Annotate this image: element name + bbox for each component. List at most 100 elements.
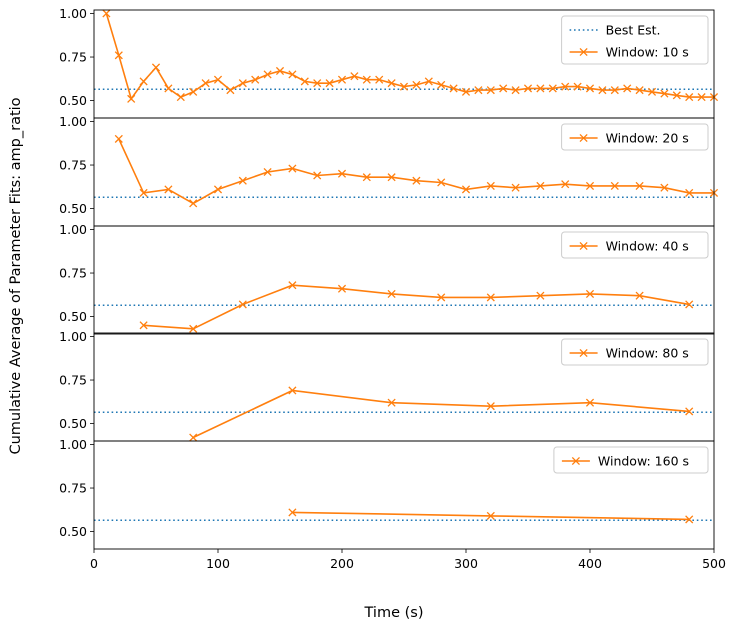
data-point-marker [238, 176, 247, 185]
data-point-marker [437, 293, 446, 302]
data-point-marker [164, 185, 173, 194]
data-point-marker [424, 77, 433, 86]
data-point-marker [201, 79, 210, 88]
data-point-marker [486, 293, 495, 302]
y-tick-label: 0.50 [59, 309, 87, 324]
data-point-marker [635, 291, 644, 300]
data-point-marker [288, 70, 297, 79]
data-point-marker [114, 134, 123, 143]
data-point-marker [362, 173, 371, 182]
data-point-marker [610, 181, 619, 190]
legend-box [561, 15, 709, 65]
data-point-marker [288, 386, 297, 395]
data-point-marker [585, 398, 595, 407]
panel-5: 0.50 0.75 1.00 Window: 160 s 0 100 200 300 400 50… [59, 437, 726, 571]
data-point-marker [697, 93, 706, 102]
legend-series-marker [579, 47, 588, 57]
y-tick-label: 0.50 [59, 93, 87, 108]
data-point-marker [412, 80, 421, 89]
data-point-marker [561, 180, 570, 189]
y-tick-label: 1.00 [59, 329, 87, 344]
data-point-marker [164, 84, 173, 93]
data-point-marker [139, 188, 148, 197]
data-point-marker [288, 508, 297, 517]
data-point-marker [412, 176, 421, 185]
data-point-marker [238, 300, 247, 309]
data-point-marker [449, 84, 458, 93]
data-point-marker [536, 84, 545, 93]
data-point-marker [387, 289, 396, 298]
data-point-marker [213, 185, 223, 194]
data-point-marker [486, 86, 495, 95]
data-point-marker [238, 79, 247, 88]
data-point-marker [647, 87, 657, 96]
legend-box [561, 231, 709, 259]
data-point-marker [635, 86, 644, 95]
data-point-marker [275, 66, 285, 76]
data-point-marker [102, 9, 111, 18]
data-point-marker [350, 72, 359, 81]
data-point-marker [213, 75, 223, 84]
data-point-marker [474, 86, 483, 95]
legend-series-label: Window: 40 s [606, 239, 689, 254]
x-tick-label: 200 [330, 556, 354, 571]
data-point-marker [375, 75, 384, 84]
data-point-marker [387, 173, 396, 182]
y-axis-label: Cumulative Average of Parameter Fits: am… [8, 97, 24, 454]
axes-frame [93, 440, 715, 550]
data-point-marker [437, 178, 446, 187]
legend-series-label: Window: 80 s [606, 346, 689, 361]
data-point-marker [561, 82, 570, 91]
data-point-marker [263, 70, 272, 79]
data-point-marker [635, 181, 644, 190]
panel-4: 0.50 0.75 1.00 Window: 80 s [59, 329, 715, 442]
data-point-marker [151, 63, 161, 72]
x-tick-label: 400 [578, 556, 602, 571]
y-tick-label: 1.00 [59, 114, 87, 129]
legend-series-label: Window: 20 s [606, 131, 689, 146]
legend: Window: 160 s [553, 446, 709, 474]
panel-1: 0.50 0.75 1.00 Best Est. Window: 10 s [59, 6, 719, 119]
legend: Window: 80 s [561, 338, 709, 366]
data-point-marker [337, 284, 347, 293]
data-point-marker [127, 94, 136, 103]
panel-3: 0.50 0.75 1.00 Window: 40 s [59, 222, 715, 335]
x-axis-label: Time (s) [364, 605, 424, 621]
data-point-marker [399, 82, 409, 91]
data-point-marker [585, 181, 595, 190]
legend: Best Est. Window: 10 s [561, 15, 709, 65]
data-point-marker [523, 84, 533, 93]
legend-series-marker [579, 133, 588, 143]
x-tick-label: 300 [454, 556, 478, 571]
data-point-marker [499, 84, 508, 93]
legend: Window: 20 s [561, 123, 709, 151]
data-point-marker [337, 169, 347, 178]
data-point-marker [685, 188, 694, 197]
data-point-marker [548, 84, 557, 93]
panels: 0.50 0.75 1.00 Best Est. Window: 10 s 0.50 0.7… [59, 6, 726, 571]
data-point-marker [387, 79, 396, 88]
data-point-marker [672, 91, 681, 100]
y-tick-label: 0.75 [59, 481, 87, 496]
y-tick-label: 1.00 [59, 222, 87, 237]
data-point-marker [660, 183, 669, 192]
axes-frame [93, 225, 715, 335]
data-point-marker [486, 511, 495, 520]
data-point-marker [511, 86, 520, 95]
data-point-marker [337, 75, 347, 84]
data-point-marker [685, 407, 694, 416]
data-point-marker [362, 75, 371, 84]
y-tick-label: 0.50 [59, 201, 87, 216]
data-point-marker [437, 80, 446, 89]
data-point-marker [189, 324, 198, 333]
data-point-marker [685, 300, 694, 309]
data-point-marker [685, 515, 694, 524]
data-point-marker [313, 79, 322, 88]
data-point-marker [189, 87, 198, 96]
data-point-marker [610, 86, 619, 95]
y-tick-label: 0.75 [59, 50, 87, 65]
data-point-marker [288, 281, 297, 290]
x-tick-label: 100 [206, 556, 230, 571]
legend-box [561, 338, 709, 366]
